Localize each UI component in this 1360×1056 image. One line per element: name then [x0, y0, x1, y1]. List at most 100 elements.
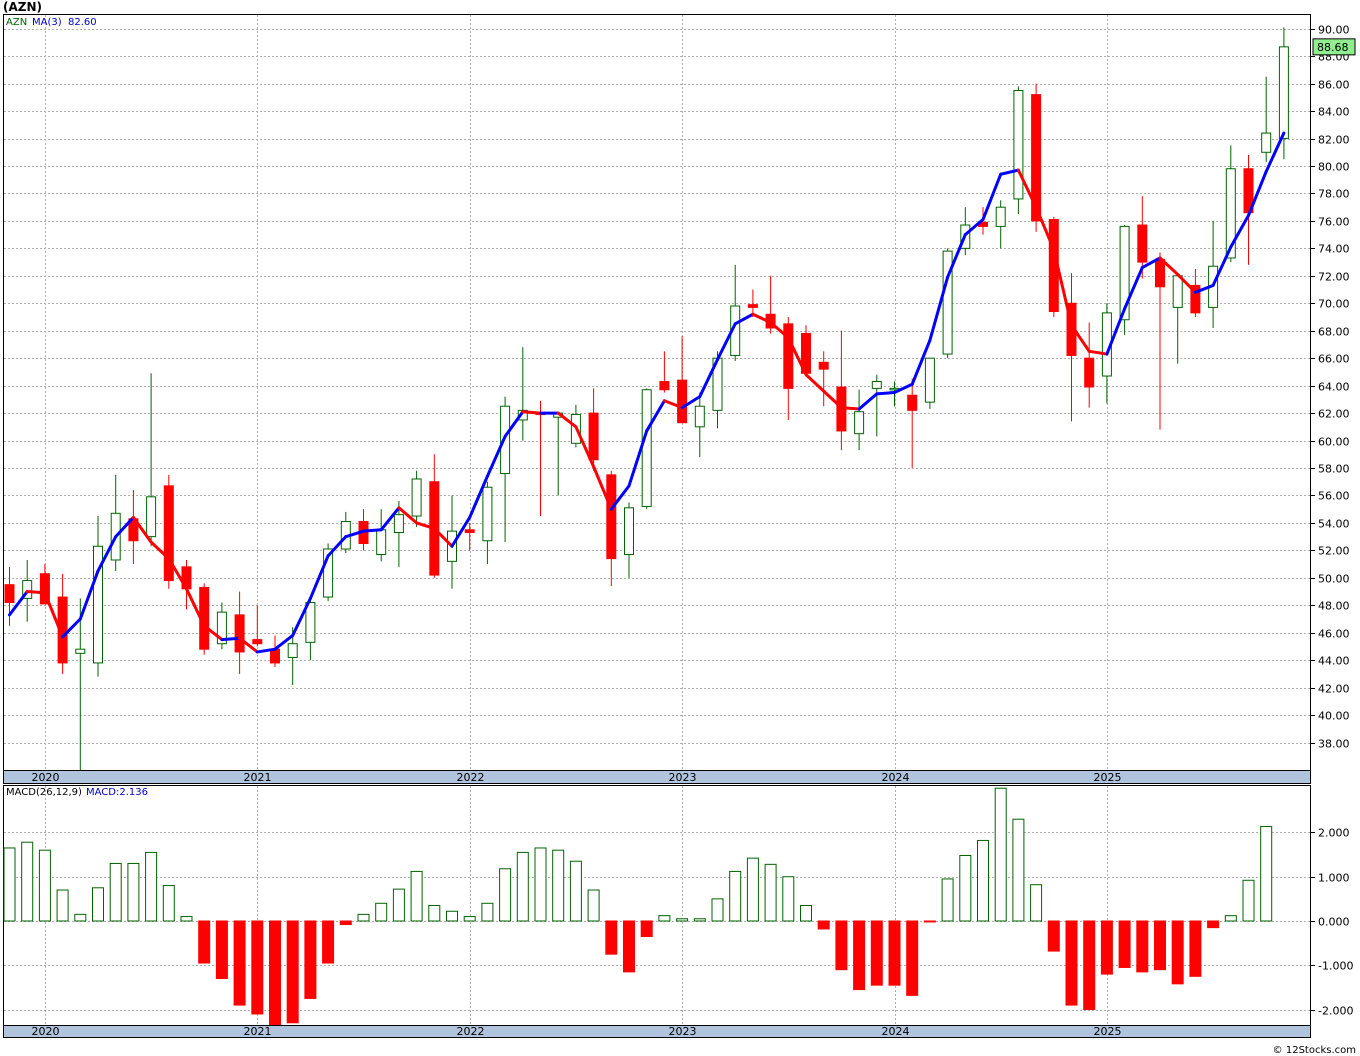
price-grid	[4, 15, 1310, 770]
ma-segment	[25, 590, 47, 595]
price-y-tick-label: 74.00	[1318, 243, 1350, 256]
price-x-axis-labels: 2020 2021 2022 2023 2024 2025	[32, 771, 1122, 784]
candle-up	[482, 486, 493, 542]
ma-segment	[255, 647, 277, 654]
candle-up	[146, 496, 157, 538]
macd-bar-positive	[3, 847, 16, 922]
price-y-tick-label: 68.00	[1318, 326, 1350, 339]
ma-segment	[273, 633, 295, 651]
price-y-tick-label: 82.00	[1318, 134, 1350, 147]
macd-bar-positive	[446, 910, 458, 922]
ma-segment	[291, 596, 312, 637]
price-x-axis-band	[3, 770, 1311, 784]
ma-segment	[857, 392, 879, 411]
candle-down	[252, 639, 263, 645]
macd-y-axis: -2.000 -1.000 0.000 1.000 2.000	[1310, 827, 1353, 1018]
candle-up	[1225, 168, 1236, 259]
ma-segment	[592, 465, 613, 511]
ma-segment	[1211, 245, 1233, 287]
macd-bar-positive	[994, 787, 1007, 922]
candle-down	[677, 379, 688, 424]
macd-bar-negative	[605, 920, 618, 955]
macd-bar-negative	[906, 920, 919, 996]
candle-down	[39, 573, 50, 605]
price-y-tick-label: 50.00	[1318, 573, 1350, 586]
ma-segment	[556, 411, 578, 429]
candle-down	[57, 596, 68, 664]
ma-segment	[131, 515, 153, 544]
price-y-axis: 38.00 40.00 42.00 44.00 46.00 48.00 50.00 52.00…	[1310, 24, 1350, 751]
ma-segment	[326, 535, 348, 558]
macd-bar-positive	[357, 913, 370, 922]
price-y-tick-label: 90.00	[1318, 24, 1350, 37]
macd-bar-negative	[640, 920, 653, 937]
macd-bar-positive	[56, 889, 69, 922]
candle-down	[234, 614, 245, 653]
price-y-tick-label: 66.00	[1318, 353, 1350, 366]
price-y-tick-label: 62.00	[1318, 408, 1350, 421]
macd-bar-positive	[534, 847, 547, 922]
candle-down	[1031, 94, 1042, 222]
macd-bar-negative	[1136, 920, 1149, 973]
macd-bar-positive	[1224, 915, 1237, 922]
macd-x-axis-band	[3, 1025, 1311, 1038]
ma-segment	[202, 624, 224, 642]
ma-segment	[521, 410, 542, 415]
candle-up	[1278, 46, 1289, 140]
macd-bar-negative	[1083, 920, 1096, 1011]
macd-bar-positive	[711, 898, 724, 922]
candle-up	[1172, 275, 1183, 308]
macd-bar-positive	[127, 862, 140, 922]
macd-bar-positive	[463, 916, 476, 922]
candle-down	[783, 323, 794, 389]
price-panel-frame	[3, 14, 1311, 771]
macd-bar-negative	[835, 920, 848, 971]
price-legend-ma-label: MA(3)	[32, 17, 62, 28]
candle-down	[588, 412, 599, 461]
price-x-tick-label: 2025	[1094, 771, 1122, 784]
ma-segment	[698, 358, 719, 399]
ma-segment	[1158, 256, 1180, 276]
ma-segment	[662, 399, 684, 410]
macd-bar-positive	[375, 902, 388, 922]
candle-up	[1119, 225, 1130, 321]
price-x-tick-label: 2022	[457, 771, 485, 784]
ma-segment	[1264, 131, 1286, 173]
macd-panel-frame	[3, 785, 1311, 1026]
macd-bar-positive	[1242, 879, 1255, 922]
macd-x-tick-label: 2025	[1094, 1025, 1122, 1038]
price-legend-symbol: AZN	[6, 17, 27, 28]
macd-bar-negative	[322, 920, 335, 964]
ma-segment	[893, 382, 914, 394]
ma-segment	[149, 540, 171, 561]
macd-bar-positive	[587, 889, 600, 922]
price-y-tick-label: 72.00	[1318, 271, 1350, 284]
price-y-tick-label: 40.00	[1318, 710, 1350, 723]
ma-segment	[167, 557, 188, 591]
macd-bar-negative	[215, 920, 228, 980]
price-y-tick-label: 78.00	[1318, 188, 1350, 201]
macd-bar-negative	[198, 920, 211, 964]
macd-bar-positive	[1030, 884, 1043, 922]
last-price-badge-bg	[1312, 38, 1356, 56]
macd-bar-positive	[180, 916, 193, 922]
ma-segment	[627, 429, 649, 488]
ma-segment	[981, 172, 1003, 222]
ma-segment	[344, 529, 365, 539]
ma-segment	[928, 275, 950, 342]
macd-bar-negative	[870, 920, 883, 986]
candle-down	[818, 361, 829, 370]
candle-up	[393, 514, 404, 534]
ma-segment	[379, 506, 401, 532]
ma-segment	[645, 399, 666, 433]
ma-segment	[238, 636, 259, 654]
macd-bar-positive	[800, 905, 812, 922]
macd-bar-positive	[516, 851, 529, 922]
ma-segment	[609, 484, 631, 511]
macd-bar-positive	[658, 915, 671, 922]
macd-panel: -2.000 -1.000 0.000 1.000 2.000 MACD(26,12,9…	[3, 785, 1353, 1026]
macd-y-tick-label: 1.000	[1318, 872, 1350, 885]
price-y-tick-label: 44.00	[1318, 655, 1350, 668]
price-x-tick-label: 2024	[882, 771, 910, 784]
ma-segment	[1034, 205, 1056, 252]
